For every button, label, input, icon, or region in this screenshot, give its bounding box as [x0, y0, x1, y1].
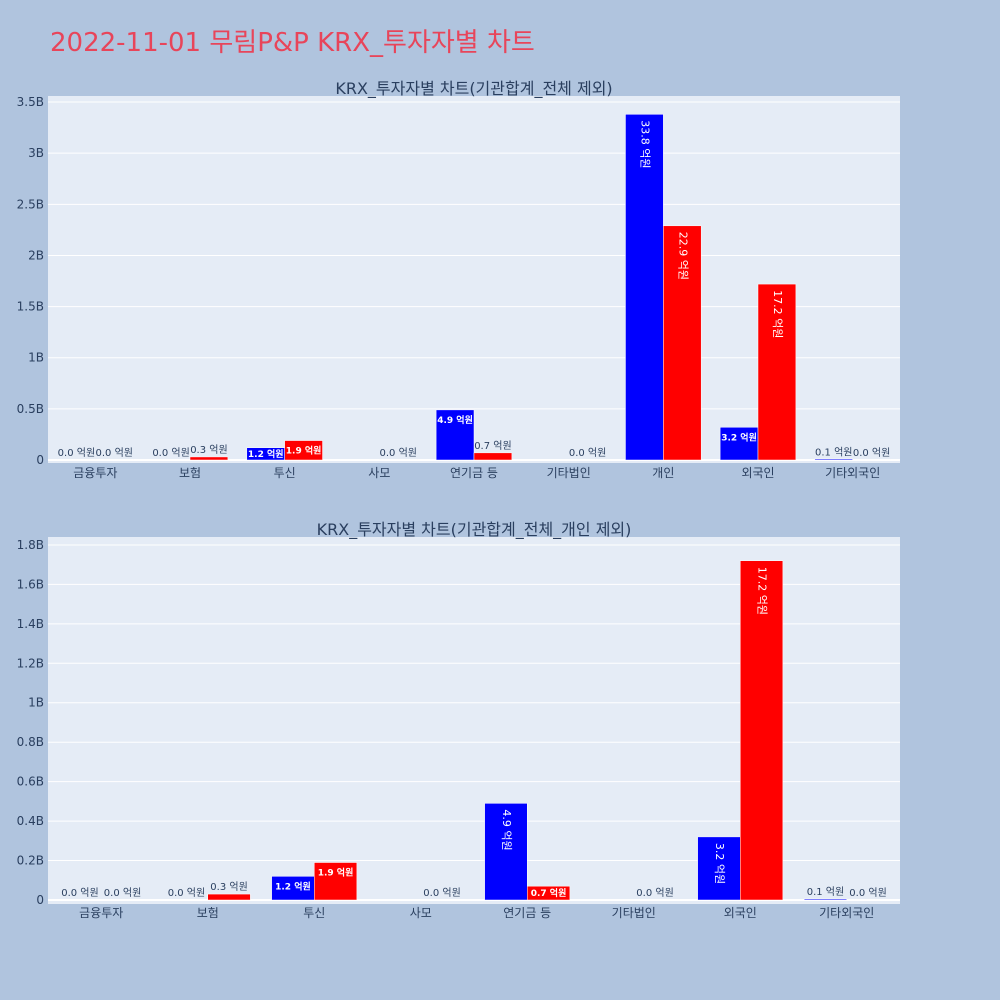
buy-bar	[852, 459, 891, 461]
buy-bar	[314, 862, 358, 901]
x-tick-label: 외국인	[724, 906, 757, 920]
x-tick-label: 연기금 등	[503, 906, 551, 920]
buy-bar	[663, 225, 702, 461]
buy-bar	[740, 560, 784, 901]
buy-bar	[568, 459, 607, 461]
bar-value-label: 1.9 억원	[318, 867, 354, 879]
x-tick-label: 기타법인	[612, 906, 656, 920]
buy-bar	[189, 456, 229, 461]
x-tick-label: 연기금 등	[450, 466, 498, 480]
x-tick-label: 외국인	[741, 466, 774, 480]
y-tick-label: 0.5B	[17, 402, 44, 416]
y-tick-label: 1.8B	[17, 538, 44, 552]
x-tick-label: 보험	[197, 906, 219, 920]
bar-value-label: 0.0 억원	[168, 887, 205, 899]
bar-value-label: 3.2 억원	[713, 843, 726, 884]
y-tick-label: 3.5B	[17, 95, 44, 109]
bar-value-label: 1.2 억원	[248, 448, 284, 460]
bar-value-label: 0.1 억원	[815, 446, 852, 458]
y-tick-label: 2.5B	[17, 197, 44, 211]
x-tick-label: 기타법인	[547, 466, 591, 480]
bar-value-label: 17.2 억원	[756, 567, 769, 615]
bar-value-label: 0.0 억원	[423, 887, 460, 899]
buy-bar	[101, 899, 145, 901]
bar-value-label: 1.9 억원	[286, 444, 322, 456]
y-tick-label: 0.8B	[17, 735, 44, 749]
x-tick-label: 금융투자	[73, 466, 117, 480]
x-tick-label: 보험	[179, 466, 201, 480]
bar-value-label: 1.2 억원	[275, 880, 311, 892]
bar-value-label: 0.0 억원	[96, 447, 133, 459]
sell-bar	[484, 803, 528, 901]
buy-bar	[284, 440, 323, 461]
x-tick-label: 금융투자	[79, 906, 123, 920]
sell-bar	[58, 899, 102, 901]
buy-bar	[846, 899, 890, 901]
bar-value-label: 0.0 억원	[104, 887, 141, 899]
y-tick-label: 1.4B	[17, 617, 44, 631]
x-tick-label: 사모	[410, 906, 432, 920]
y-tick-label: 0	[36, 453, 44, 467]
page-title: 2022-11-01 무림P&P KRX_투자자별 차트	[50, 28, 535, 58]
y-tick-label: 1B	[28, 351, 44, 365]
sell-bar	[697, 836, 741, 901]
bar-value-label: 4.9 억원	[437, 414, 473, 426]
y-tick-label: 0	[36, 893, 44, 907]
sell-bar	[625, 114, 664, 461]
chart-title: KRX_투자자별 차트(기관합계_전체 제외)	[335, 79, 612, 99]
y-tick-label: 1.5B	[17, 300, 44, 314]
buy-bar	[473, 452, 513, 461]
y-tick-label: 0.2B	[17, 854, 44, 868]
bar-value-label: 0.3 억원	[190, 444, 227, 456]
y-tick-label: 3B	[28, 146, 44, 160]
sell-bar	[803, 898, 848, 901]
bar-value-label: 0.1 억원	[807, 886, 844, 898]
sell-bar	[435, 409, 475, 461]
bar-value-label: 17.2 억원	[771, 290, 784, 338]
y-tick-label: 1.6B	[17, 577, 44, 591]
buy-bar	[379, 459, 418, 461]
y-tick-label: 0.6B	[17, 775, 44, 789]
bar-value-label: 0.3 억원	[210, 881, 247, 893]
chart-title: KRX_투자자별 차트(기관합계_전체_개인 제외)	[317, 520, 632, 540]
bar-value-label: 33.8 억원	[638, 120, 651, 168]
bar-value-label: 22.9 억원	[676, 232, 689, 280]
bar-value-label: 4.9 억원	[500, 809, 513, 850]
bar-value-label: 0.0 억원	[152, 447, 189, 459]
y-tick-label: 1B	[28, 696, 44, 710]
bar-value-label: 0.7 억원	[474, 440, 511, 452]
bar-value-label: 0.0 억원	[380, 447, 417, 459]
x-tick-label: 기타외국인	[819, 906, 874, 920]
x-tick-label: 기타외국인	[825, 466, 880, 480]
bar-value-label: 0.0 억원	[853, 447, 890, 459]
sell-bar	[164, 899, 208, 901]
buy-bar	[207, 893, 251, 901]
bar-value-label: 0.0 억원	[58, 447, 95, 459]
buy-bar	[757, 283, 797, 461]
y-tick-label: 1.2B	[17, 656, 44, 670]
y-tick-label: 2B	[28, 248, 44, 262]
investor-chart-total: KRX_투자자별 차트(기관합계_전체 제외) 0 0.5B 1B 1.5B 2B 2.5B…	[17, 79, 900, 480]
y-tick-label: 0.4B	[17, 814, 44, 828]
buy-bar	[527, 885, 571, 901]
bar-value-label: 3.2 억원	[721, 431, 757, 443]
buy-bar	[420, 899, 464, 901]
bar-value-label: 0.0 억원	[636, 887, 673, 899]
x-tick-label: 개인	[652, 466, 674, 480]
x-tick-label: 투신	[274, 466, 296, 480]
bar-value-label: 0.0 억원	[61, 887, 98, 899]
x-tick-label: 투신	[303, 906, 325, 920]
bar-value-label: 0.0 억원	[849, 887, 886, 899]
sell-bar	[719, 427, 759, 461]
bar-value-label: 0.0 억원	[569, 447, 606, 459]
buy-bar	[95, 459, 134, 461]
x-tick-label: 사모	[368, 466, 390, 480]
bar-value-label: 0.7 억원	[531, 887, 567, 899]
buy-bar	[633, 899, 677, 901]
